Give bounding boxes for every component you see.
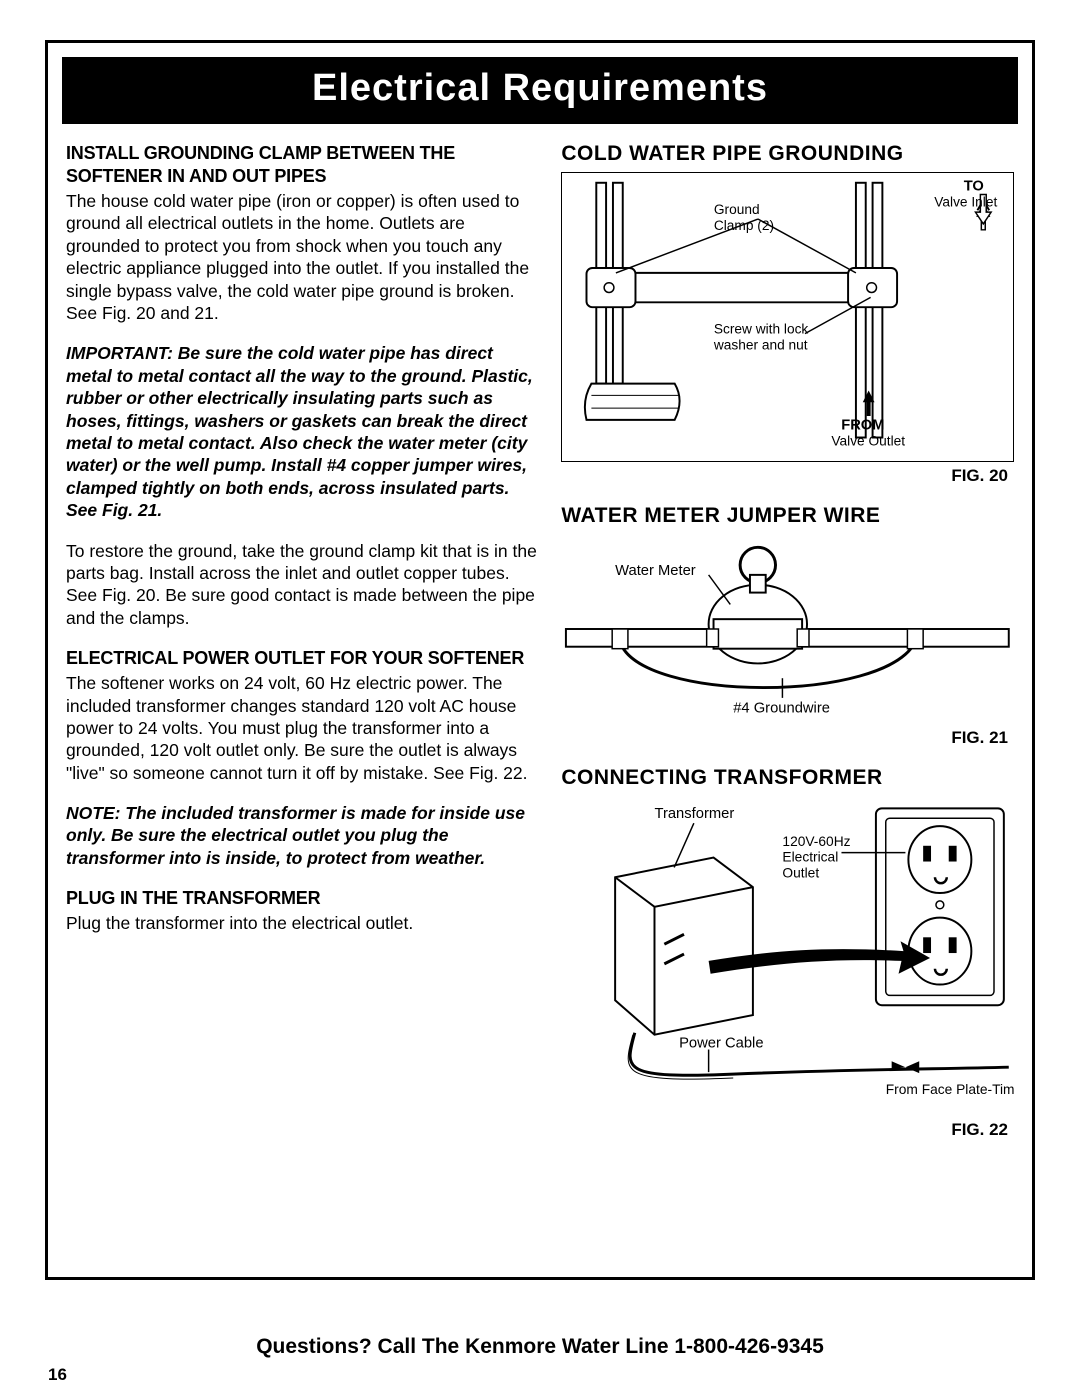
label-washer: washer and nut bbox=[713, 337, 808, 352]
label-valve-inlet: Valve Inlet bbox=[935, 194, 998, 209]
label-from: FROM bbox=[842, 418, 885, 434]
heading-plug-transformer: PLUG IN THE TRANSFORMER bbox=[66, 887, 541, 910]
heading-connecting-transformer: CONNECTING TRANSFORMER bbox=[561, 766, 1014, 790]
label-outlet-2: Electrical bbox=[783, 850, 839, 865]
content-columns: INSTALL GROUNDING CLAMP BETWEEN THE SOFT… bbox=[48, 124, 1032, 1168]
page-title-bar: Electrical Requirements bbox=[62, 57, 1018, 124]
label-screw: Screw with lock bbox=[714, 322, 809, 337]
heading-power-outlet: ELECTRICAL POWER OUTLET FOR YOUR SOFTENE… bbox=[66, 647, 541, 670]
label-to: TO bbox=[964, 179, 984, 195]
page-frame: Electrical Requirements INSTALL GROUNDIN… bbox=[45, 40, 1035, 1280]
heading-cold-water: COLD WATER PIPE GROUNDING bbox=[561, 142, 1014, 166]
label-outlet-1: 120V-60Hz bbox=[783, 834, 851, 849]
label-face-plate: From Face Plate-Timer bbox=[886, 1082, 1014, 1097]
label-water-meter: Water Meter bbox=[615, 563, 696, 579]
label-clamp2: Clamp (2) bbox=[714, 218, 774, 233]
label-transformer: Transformer bbox=[655, 806, 735, 822]
para-restore: To restore the ground, take the ground c… bbox=[66, 540, 541, 630]
heading-install-clamp: INSTALL GROUNDING CLAMP BETWEEN THE SOFT… bbox=[66, 142, 541, 188]
diagram-fig20: TO Valve Inlet Ground Clamp (2) Screw wi… bbox=[561, 172, 1014, 462]
label-valve-outlet: Valve Outlet bbox=[832, 433, 906, 448]
para-note-transformer: NOTE: The included transformer is made f… bbox=[66, 802, 541, 869]
footer-questions: Questions? Call The Kenmore Water Line 1… bbox=[0, 1335, 1080, 1359]
fig22-label: FIG. 22 bbox=[561, 1120, 1008, 1140]
diagram-fig21: Water Meter #4 Groundwire bbox=[561, 534, 1014, 724]
diagram-fig22: Transformer 120V-60Hz Electrical Outlet … bbox=[561, 796, 1014, 1116]
label-groundwire: #4 Groundwire bbox=[734, 701, 831, 717]
right-column: COLD WATER PIPE GROUNDING bbox=[561, 142, 1014, 1158]
label-power-cable: Power Cable bbox=[679, 1036, 763, 1052]
label-ground: Ground bbox=[714, 202, 760, 217]
para-plug: Plug the transformer into the electrical… bbox=[66, 912, 541, 934]
para-1: The house cold water pipe (iron or coppe… bbox=[66, 190, 541, 324]
heading-jumper-wire: WATER METER JUMPER WIRE bbox=[561, 504, 1014, 528]
label-outlet-3: Outlet bbox=[783, 865, 820, 880]
fig21-label: FIG. 21 bbox=[561, 728, 1008, 748]
page-number: 16 bbox=[48, 1365, 67, 1385]
para-softener-power: The softener works on 24 volt, 60 Hz ele… bbox=[66, 672, 541, 784]
fig20-label: FIG. 20 bbox=[561, 466, 1008, 486]
left-column: INSTALL GROUNDING CLAMP BETWEEN THE SOFT… bbox=[66, 142, 541, 1158]
para-important: IMPORTANT: Be sure the cold water pipe h… bbox=[66, 342, 541, 521]
